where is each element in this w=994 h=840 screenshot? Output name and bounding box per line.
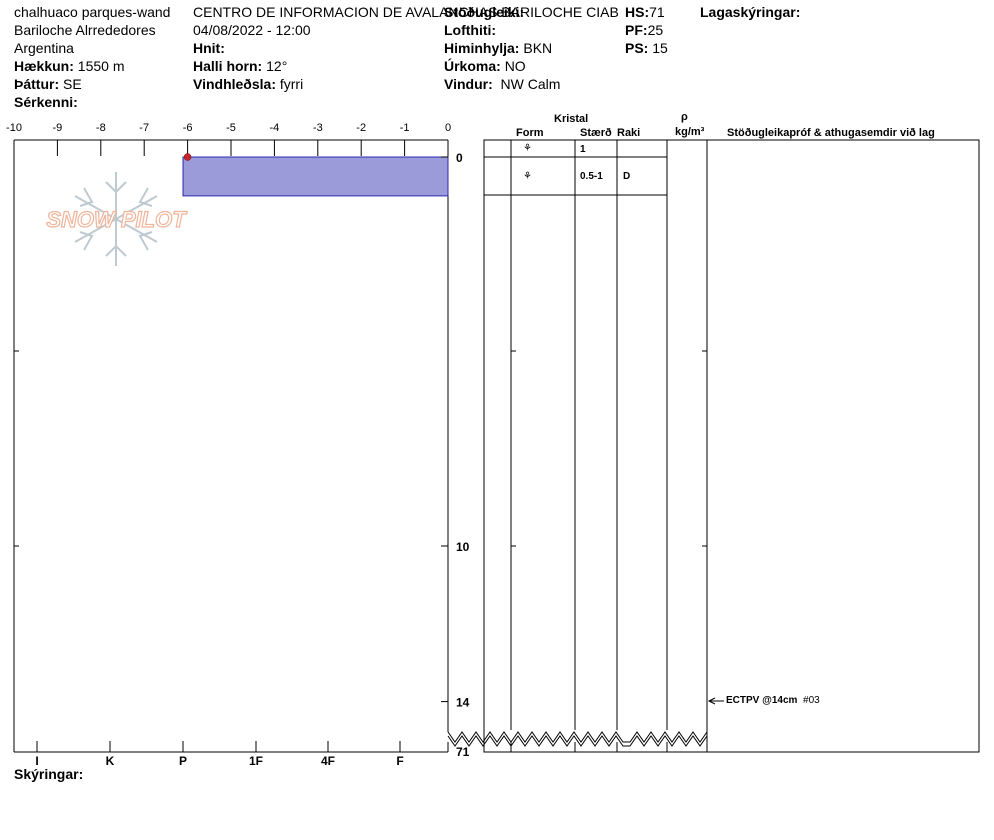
depth-tick-label: 10 [456,540,470,554]
temperature-tick-label: -2 [356,122,366,134]
hs-label: HS: [625,4,650,20]
wind-loading-value: fyrri [279,76,304,92]
sky-label: Himinhylja: [444,40,520,56]
stability-label: Stöðugleiki: [444,4,525,20]
wind-row: Vindur: NW Calm [444,75,560,93]
depth-bottom-label: 71 [456,745,470,759]
pf-label: PF: [625,22,648,38]
organization-name: CENTRO DE INFORMACION DE AVALANCHAS BARI… [193,4,619,20]
hardness-layer-bar [182,156,449,197]
stability-test-number: #03 [803,695,820,706]
legend-label: Skýringar: [14,766,84,782]
elevation-value: 1550 m [77,58,125,74]
ps-label: PS: [625,40,649,56]
temperature-tick-label: -9 [53,122,63,134]
hardness-tick-label: F [396,754,403,768]
temperature-tick-label: -7 [139,122,149,134]
temperature-points [183,153,192,161]
stability-test-text: ECTPV @14cm [726,695,798,706]
aspect-value: SE [63,76,82,92]
hardness-tick-label: K [106,754,115,768]
temperature-tick-label: -8 [96,122,106,134]
snowflake-icon [74,172,158,266]
wind-loading-label: Vindhleðsla: [193,76,276,92]
slope-value: 12° [266,58,288,74]
moisture-header: Raki [617,127,641,139]
wind-loading-row: Vindhleðsla: fyrri [193,75,303,93]
precip-row: Úrkoma: NO [444,57,526,75]
temperature-tick-label: -5 [226,122,236,134]
depth-tick-label: 0 [456,151,463,165]
hardness-tick-label: 4F [321,754,335,768]
elevation-label: Hækkun: [14,58,74,74]
hs-row: HS:71 [625,3,665,21]
features-label: Sérkenni: [14,94,78,110]
depth-axis: 0 10 14 71 [441,151,470,759]
wind-label: Vindur: [444,76,493,92]
ps-row: PS: 15 [625,39,668,57]
air-temp-label: Lofthiti: [444,22,497,38]
grain-size-cell: 0.5-1 [580,171,603,182]
pf-value: 25 [647,22,664,38]
depth-break-zigzag [447,731,708,743]
sky-row: Himinhylja: BKN [444,39,552,57]
hardness-tick-label: 1F [249,754,263,768]
aspect-row: Þáttur: SE [14,75,82,93]
grain-size-cell: 1 [580,144,586,155]
temperature-tick-label: -10 [6,122,22,134]
temperature-point [183,153,192,161]
hardness-tick-label: I [35,754,38,768]
location-name: chalhuaco parques-wand [14,4,171,20]
temperature-tick-label: 0 [445,122,451,134]
depth-tick-label: 14 [456,696,470,710]
region-name: Bariloche Alrrededores [14,22,156,38]
comments-header: Stöðugleikapróf & athugasemdir við lag [727,127,935,139]
ps-value: 15 [652,40,668,56]
pf-row: PF:25 [625,21,663,39]
arrow-left-icon [707,697,716,705]
grain-form-icon: ⚘ [523,143,532,154]
aspect-label: Þáttur: [14,76,60,92]
elevation-row: Hækkun: 1550 m [14,57,125,75]
hardness-tick-label: P [179,754,187,768]
precip-value: NO [504,58,526,74]
temperature-tick-label: -3 [313,122,323,134]
slope-label: Halli horn: [193,58,263,74]
hs-value: 71 [649,4,665,20]
temperature-tick-label: -1 [400,122,410,134]
temperature-tick-label: -4 [270,122,280,134]
stability-test-result: ECTPV @14cm #03 [726,692,820,710]
layer-table [483,139,980,753]
observation-datetime: 04/08/2022 - 12:00 [193,22,311,38]
grain-form-icon: ⚘ [523,171,532,182]
hardness-axis: I K P 1F 4F F [35,741,404,768]
sky-value: BKN [523,40,553,56]
hardness-layers [182,156,449,197]
temperature-axis: -10 -9 -8 -7 -6 -5 -4 -3 -2 -1 0 [6,122,451,156]
moisture-cell: D [623,171,631,182]
country-name: Argentina [14,40,74,56]
layers-label: Lagaskýringar: [700,4,801,20]
crystal-header: Kristal [554,113,589,125]
form-header: Form [516,127,544,139]
size-header: Stærð [580,127,612,139]
watermark-text: SNOW PILOT [46,207,187,232]
slope-row: Halli horn: 12° [193,57,287,75]
coords-label: Hnit: [193,40,225,56]
density-symbol: ρ [681,111,688,123]
temperature-tick-label: -6 [183,122,193,134]
precip-label: Úrkoma: [444,58,501,74]
density-unit: kg/m³ [675,126,705,138]
wind-value: NW Calm [500,76,561,92]
